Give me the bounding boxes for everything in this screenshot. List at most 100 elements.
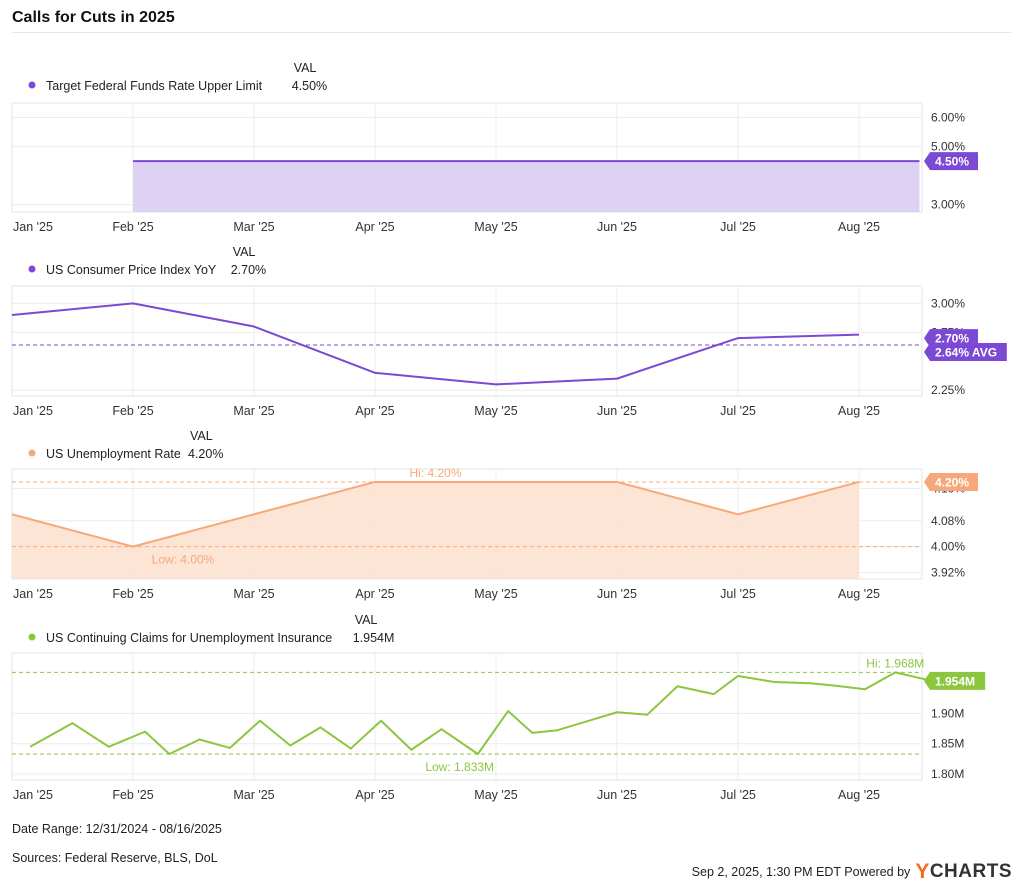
- value-flag-label: 4.50%: [935, 155, 969, 169]
- x-tick-label: Jan '25: [13, 404, 53, 418]
- x-tick-label: Jul '25: [720, 220, 756, 234]
- chart-panel-2: US Consumer Price Index YoY VAL 2.70% 3.00%…: [11, 245, 1007, 418]
- low-label: Low: 1.833M: [425, 760, 494, 774]
- x-tick-label: Mar '25: [233, 404, 274, 418]
- x-tick-label: Aug '25: [838, 788, 880, 802]
- x-tick-label: Mar '25: [233, 220, 274, 234]
- legend-series-name: US Unemployment Rate: [46, 447, 181, 461]
- x-tick-label: Aug '25: [838, 404, 880, 418]
- value-flag-label: 4.20%: [935, 475, 969, 489]
- value-flag-shape: [924, 472, 978, 491]
- powered-by: Sep 2, 2025, 1:30 PM EDT Powered by Y CHA…: [692, 860, 1012, 884]
- legend-val-header: VAL: [294, 61, 317, 75]
- x-tick-label: Apr '25: [355, 788, 394, 802]
- x-tick-label: Apr '25: [355, 404, 394, 418]
- ycharts-logo-text: CHARTS: [929, 861, 1012, 882]
- title-divider: [12, 32, 1011, 33]
- x-tick-label: Jun '25: [597, 220, 637, 234]
- x-tick-label: Apr '25: [355, 587, 394, 601]
- y-tick-label: 1.85M: [931, 737, 964, 751]
- legend-value: 4.20%: [188, 447, 223, 461]
- x-tick-label: May '25: [474, 788, 517, 802]
- x-tick-label: Jan '25: [13, 788, 53, 802]
- sources: Sources: Federal Reserve, BLS, DoL: [12, 851, 218, 865]
- x-tick-label: Jul '25: [720, 587, 756, 601]
- date-range: Date Range: 12/31/2024 - 08/16/2025: [12, 822, 222, 836]
- high-label: Hi: 4.20%: [409, 466, 461, 480]
- value-flag-shape: [924, 671, 986, 690]
- y-tick-label: 3.92%: [931, 566, 965, 580]
- value-flag: 4.20%: [924, 472, 978, 491]
- legend-val-header: VAL: [190, 429, 213, 443]
- high-label: Hi: 1.968M: [866, 656, 924, 670]
- x-tick-label: Feb '25: [112, 220, 153, 234]
- chart-panel-4: US Continuing Claims for Unemployment In…: [11, 613, 986, 802]
- series-line: [29, 671, 932, 755]
- x-tick-label: Feb '25: [112, 788, 153, 802]
- x-tick-label: Mar '25: [233, 788, 274, 802]
- y-tick-label: 6.00%: [931, 111, 965, 125]
- y-tick-label: 3.00%: [931, 296, 965, 310]
- low-label: Low: 4.00%: [152, 553, 215, 567]
- value-flag-shape: [924, 343, 1007, 361]
- value-flag-shape: [924, 152, 978, 171]
- legend: US Unemployment Rate VAL 4.20%: [28, 429, 223, 461]
- x-tick-label: Feb '25: [112, 404, 153, 418]
- value-flag: 2.64% AVG: [924, 343, 1007, 361]
- chart-panel-3: US Unemployment Rate VAL 4.20% Hi: 4.20% Low…: [11, 429, 978, 601]
- series-area-fill: [133, 161, 920, 212]
- page-title: Calls for Cuts in 2025: [12, 9, 175, 26]
- x-tick-label: May '25: [474, 587, 517, 601]
- y-tick-label: 4.00%: [931, 540, 965, 554]
- x-tick-label: Jan '25: [13, 587, 53, 601]
- x-tick-label: Apr '25: [355, 220, 394, 234]
- value-flag: 1.954M: [924, 671, 986, 690]
- legend-value: 1.954M: [353, 631, 395, 645]
- legend-val-header: VAL: [355, 613, 378, 627]
- series-line: [11, 302, 860, 386]
- x-tick-label: Jan '25: [13, 220, 53, 234]
- legend: US Consumer Price Index YoY VAL 2.70%: [28, 245, 266, 277]
- ycharts-logo-y: Y: [915, 860, 930, 883]
- x-tick-label: Mar '25: [233, 587, 274, 601]
- x-tick-label: Aug '25: [838, 587, 880, 601]
- y-tick-label: 4.08%: [931, 514, 965, 528]
- value-flag-label: 2.70%: [935, 332, 969, 346]
- value-flag-label: 2.64% AVG: [935, 346, 997, 360]
- value-flag-label: 1.954M: [935, 674, 975, 688]
- x-tick-label: Aug '25: [838, 220, 880, 234]
- charts-canvas: Target Federal Funds Rate Upper Limit VAL…: [11, 61, 1007, 802]
- legend-value: 2.70%: [231, 263, 266, 277]
- legend-marker: [28, 449, 36, 457]
- ycharts-logo[interactable]: Y CHARTS: [915, 860, 1012, 884]
- x-tick-label: May '25: [474, 220, 517, 234]
- x-tick-label: Jul '25: [720, 404, 756, 418]
- x-tick-label: Jun '25: [597, 788, 637, 802]
- x-tick-label: Feb '25: [112, 587, 153, 601]
- series-area-fill: [12, 481, 859, 579]
- legend-marker: [28, 633, 36, 641]
- legend-series-name: US Consumer Price Index YoY: [46, 263, 217, 277]
- legend: US Continuing Claims for Unemployment In…: [28, 613, 395, 645]
- x-tick-label: May '25: [474, 404, 517, 418]
- y-tick-label: 1.80M: [931, 767, 964, 781]
- x-tick-label: Jun '25: [597, 587, 637, 601]
- value-flag: 4.50%: [924, 152, 978, 171]
- legend: Target Federal Funds Rate Upper Limit VAL…: [28, 61, 327, 93]
- y-tick-label: 3.00%: [931, 198, 965, 212]
- x-tick-label: Jul '25: [720, 788, 756, 802]
- value-flag-shape: [924, 329, 978, 348]
- y-tick-label: 1.90M: [931, 706, 964, 720]
- legend-marker: [28, 81, 36, 89]
- legend-value: 4.50%: [292, 79, 327, 93]
- legend-series-name: US Continuing Claims for Unemployment In…: [46, 631, 332, 645]
- chart-panel-1: Target Federal Funds Rate Upper Limit VAL…: [11, 61, 978, 234]
- legend-marker: [28, 265, 36, 273]
- value-flag: 2.70%: [924, 329, 978, 348]
- timestamp: Sep 2, 2025, 1:30 PM EDT Powered by: [691, 865, 911, 879]
- legend-series-name: Target Federal Funds Rate Upper Limit: [46, 79, 263, 93]
- y-tick-label: 2.25%: [931, 383, 965, 397]
- legend-val-header: VAL: [233, 245, 256, 259]
- y-tick-label: 5.00%: [931, 140, 965, 154]
- x-tick-label: Jun '25: [597, 404, 637, 418]
